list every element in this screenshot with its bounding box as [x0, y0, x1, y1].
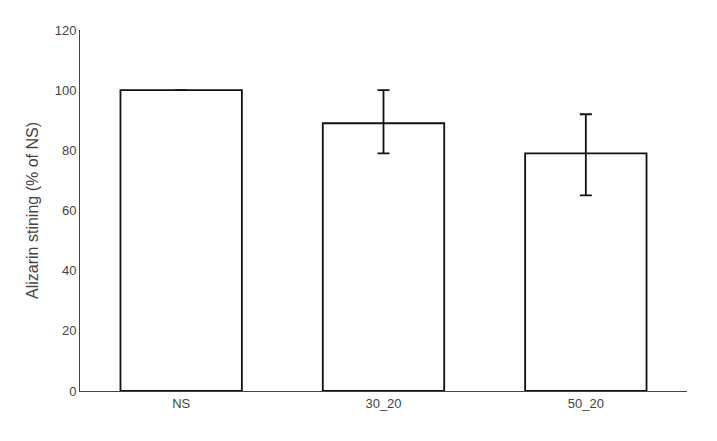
svg-text:40: 40	[62, 263, 76, 278]
svg-text:0: 0	[69, 384, 76, 399]
svg-text:100: 100	[55, 83, 77, 98]
svg-text:60: 60	[62, 203, 76, 218]
svg-text:20: 20	[62, 323, 76, 338]
svg-text:Alizarin stining (% of NS): Alizarin stining (% of NS)	[24, 122, 41, 299]
svg-text:30_20: 30_20	[365, 396, 401, 411]
svg-text:50_20: 50_20	[568, 396, 604, 411]
svg-text:80: 80	[62, 143, 76, 158]
svg-text:NS: NS	[172, 396, 190, 411]
svg-text:120: 120	[55, 23, 77, 38]
